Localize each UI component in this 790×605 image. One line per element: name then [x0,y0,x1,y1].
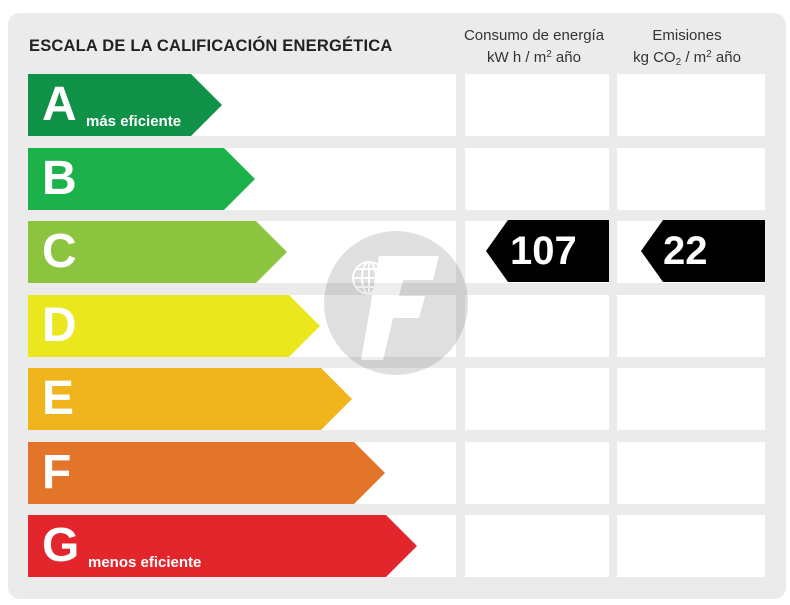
consumo-cell-d [465,295,609,357]
emisiones-cell-g [617,515,765,577]
consumo-cell-f [465,442,609,504]
emisiones-cell-e [617,368,765,430]
consumo-header-line2: kW h / m2 año [487,49,581,66]
rating-arrow-c: C [28,221,287,283]
emisiones-column-header: Emisiones kg CO2 / m2 año [607,25,767,69]
rating-arrow-b: B [28,148,255,210]
rating-arrow-e: E [28,368,352,430]
emisiones-cell-b [617,148,765,210]
rating-note: más eficiente [86,113,182,130]
rating-arrow-f: F [28,442,385,504]
emisiones-cell-d [617,295,765,357]
rating-letter: G [42,519,80,572]
emisiones-cell-a [617,74,765,136]
emisiones-header-line2: kg CO2 / m2 año [633,49,741,68]
consumo-cell-b [465,148,609,210]
emisiones-cell-f [617,442,765,504]
rating-letter: E [42,372,75,425]
rating-letter: B [42,152,77,205]
consumo-cell-a [465,74,609,136]
consumo-header-line1: Consumo de energía [463,27,605,44]
consumo-value-marker: 107 [486,220,609,282]
consumo-value: 107 [510,228,577,273]
emisiones-value-marker: 22 [641,220,765,282]
consumo-column-header: Consumo de energía kW h / m2 año [454,25,614,69]
label-title: ESCALA DE LA CALIFICACIÓN ENERGÉTICA [29,37,393,55]
rating-note: menos eficiente [88,554,202,571]
consumo-cell-g [465,515,609,577]
consumo-cell-e [465,368,609,430]
emisiones-header-line1: Emisiones [652,27,722,44]
emisiones-value: 22 [663,228,708,273]
rating-letter: D [42,299,77,352]
rating-letter: A [42,78,77,131]
rating-letter: F [42,446,72,499]
rating-arrow-d: D [28,295,320,357]
rating-letter: C [42,225,77,278]
